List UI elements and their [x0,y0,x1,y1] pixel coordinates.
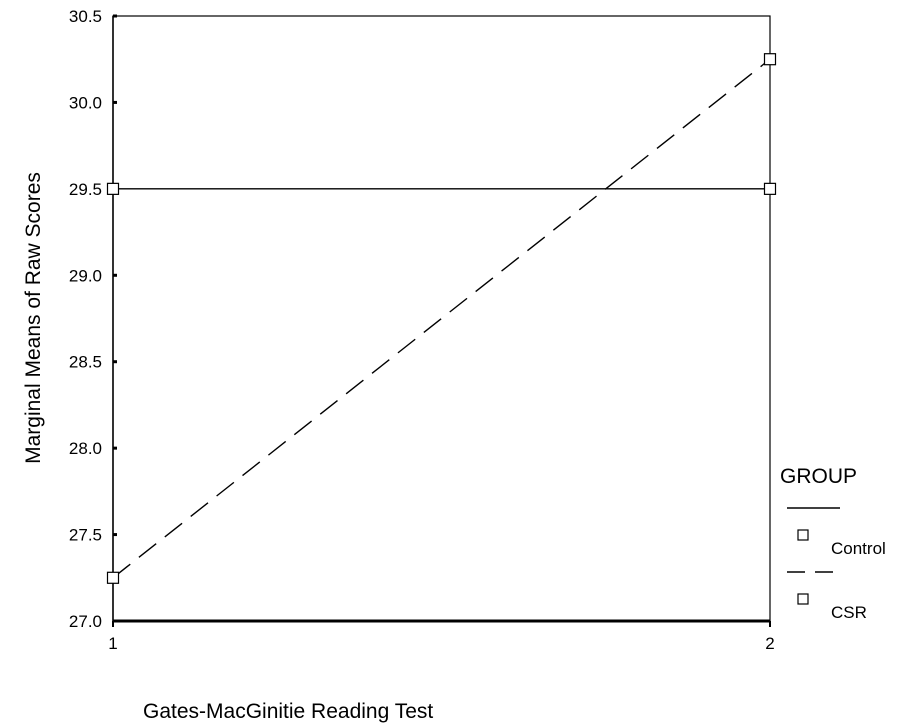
y-tick-label: 29.0 [69,266,102,285]
series-line-csr [112,58,771,579]
y-tick-label: 29.5 [69,180,102,199]
data-point-csr [763,53,777,66]
legend-marker-csr [797,593,809,605]
legend-label-control: Control [831,539,886,558]
y-tick-label: 30.5 [69,7,102,26]
legend-marker-control [797,529,809,541]
y-tick-label: 28.0 [69,439,102,458]
data-point-csr [106,571,120,584]
legend-label-csr: CSR [831,603,867,622]
x-tick-label: 2 [765,634,774,653]
y-tick-label: 27.0 [69,612,102,631]
y-axis-title: Marginal Means of Raw Scores [22,172,45,464]
x-tick-label: 1 [108,634,117,653]
legend: GROUP Control CSR [780,465,886,622]
y-tick-label: 28.5 [69,353,102,372]
y-tick-label: 27.5 [69,526,102,545]
data-point-control [106,182,120,195]
legend-title: GROUP [780,465,857,488]
plot-frame [112,15,771,622]
data-point-control [763,182,777,195]
y-tick-label: 30.0 [69,93,102,112]
x-axis-title: Gates-MacGinitie Reading Test [143,700,433,723]
